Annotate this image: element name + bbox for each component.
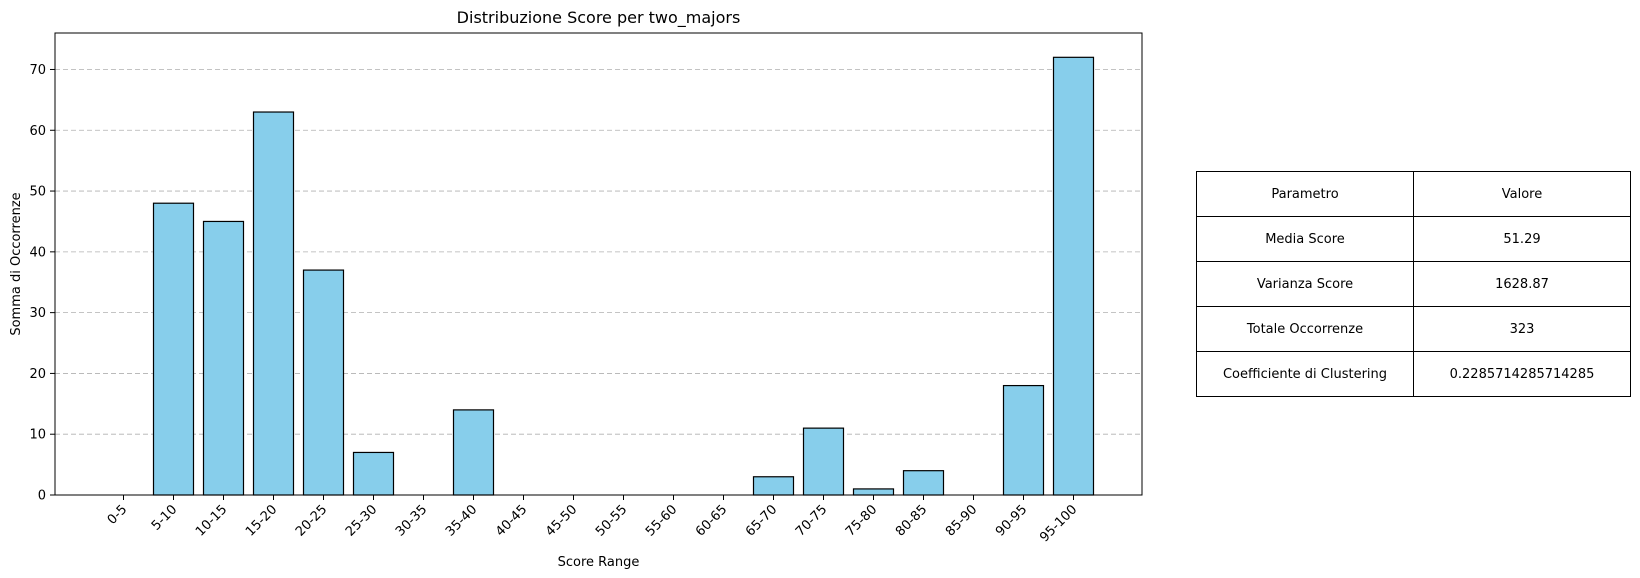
y-tick-label: 20: [29, 367, 46, 382]
x-tick-label: 55-60: [643, 502, 680, 539]
y-axis-label: Somma di Occorrenze: [9, 192, 24, 335]
x-tick-label: 80-85: [893, 502, 930, 539]
grid-lines: [55, 69, 1142, 435]
x-tick-label: 45-50: [543, 502, 580, 539]
bar: [802, 427, 845, 496]
x-tick-label: 25-30: [343, 502, 380, 539]
table-cell-value: 0.2285714285714285: [1413, 351, 1631, 397]
x-tick-label: 50-55: [593, 502, 630, 539]
y-tick-label: 30: [29, 306, 46, 321]
table-row: Totale Occorrenze 323: [1196, 306, 1631, 352]
stats-table: Parametro Valore Media Score 51.29 Varia…: [1196, 171, 1631, 397]
table-header-cell: Valore: [1413, 171, 1631, 217]
x-tick-label: 85-90: [943, 502, 980, 539]
bar: [202, 220, 245, 496]
x-tick-label: 5-10: [149, 502, 180, 533]
table-cell-param: Media Score: [1196, 216, 1414, 262]
bar-chart: 0 10 20 30 40 50 60 70 0-5 5-10 10-15 15-20 20-25 25…: [9, 8, 1143, 570]
table-cell-value: 1628.87: [1413, 261, 1631, 307]
bar: [752, 476, 795, 496]
y-tick-label: 0: [38, 489, 46, 504]
table-cell-value: 323: [1413, 306, 1631, 352]
x-tick-label: 15-20: [243, 502, 280, 539]
x-tick-label: 75-80: [843, 502, 880, 539]
x-tick-label: 40-45: [493, 502, 530, 539]
x-tick-label: 20-25: [293, 502, 330, 539]
x-tick-label: 90-95: [993, 502, 1030, 539]
table-row: Coefficiente di Clustering 0.22857142857…: [1196, 351, 1631, 397]
y-tick-label: 10: [29, 428, 46, 443]
table-header-row: Parametro Valore: [1196, 171, 1631, 217]
table-header-cell: Parametro: [1196, 171, 1414, 217]
x-tick-label: 95-100: [1037, 502, 1080, 545]
table-cell-param: Varianza Score: [1196, 261, 1414, 307]
table-cell-value: 51.29: [1413, 216, 1631, 262]
x-tick-label: 10-15: [193, 502, 230, 539]
x-axis-label: Score Range: [558, 555, 640, 570]
x-tick-label: 70-75: [793, 502, 830, 539]
x-tick-label: 65-70: [743, 502, 780, 539]
bar: [452, 409, 495, 496]
plot-frame: [54, 32, 1143, 496]
y-tick-label: 60: [29, 124, 46, 139]
bar: [902, 470, 945, 496]
table-cell-param: Totale Occorrenze: [1196, 306, 1414, 352]
bar: [352, 451, 395, 496]
bars: [152, 56, 1095, 496]
x-axis: 0-5 5-10 10-15 15-20 20-25 25-30 30-35 35-40 40-…: [105, 495, 1080, 545]
bar: [852, 488, 895, 496]
x-tick-label: 30-35: [393, 502, 430, 539]
y-tick-label: 70: [29, 63, 46, 78]
y-tick-label: 40: [29, 245, 46, 260]
table-row: Varianza Score 1628.87: [1196, 261, 1631, 307]
x-tick-label: 60-65: [693, 502, 730, 539]
bar: [252, 111, 295, 496]
x-tick-label: 35-40: [443, 502, 480, 539]
x-tick-label: 0-5: [105, 502, 131, 528]
table-cell-param: Coefficiente di Clustering: [1196, 351, 1414, 397]
table-row: Media Score 51.29: [1196, 216, 1631, 262]
y-axis: 0 10 20 30 40 50 60 70: [29, 63, 55, 504]
bar: [302, 269, 345, 496]
y-tick-label: 50: [29, 185, 46, 200]
bar: [1002, 384, 1045, 496]
bar: [152, 202, 195, 496]
bar: [1052, 56, 1095, 496]
chart-title: Distribuzione Score per two_majors: [457, 8, 741, 28]
